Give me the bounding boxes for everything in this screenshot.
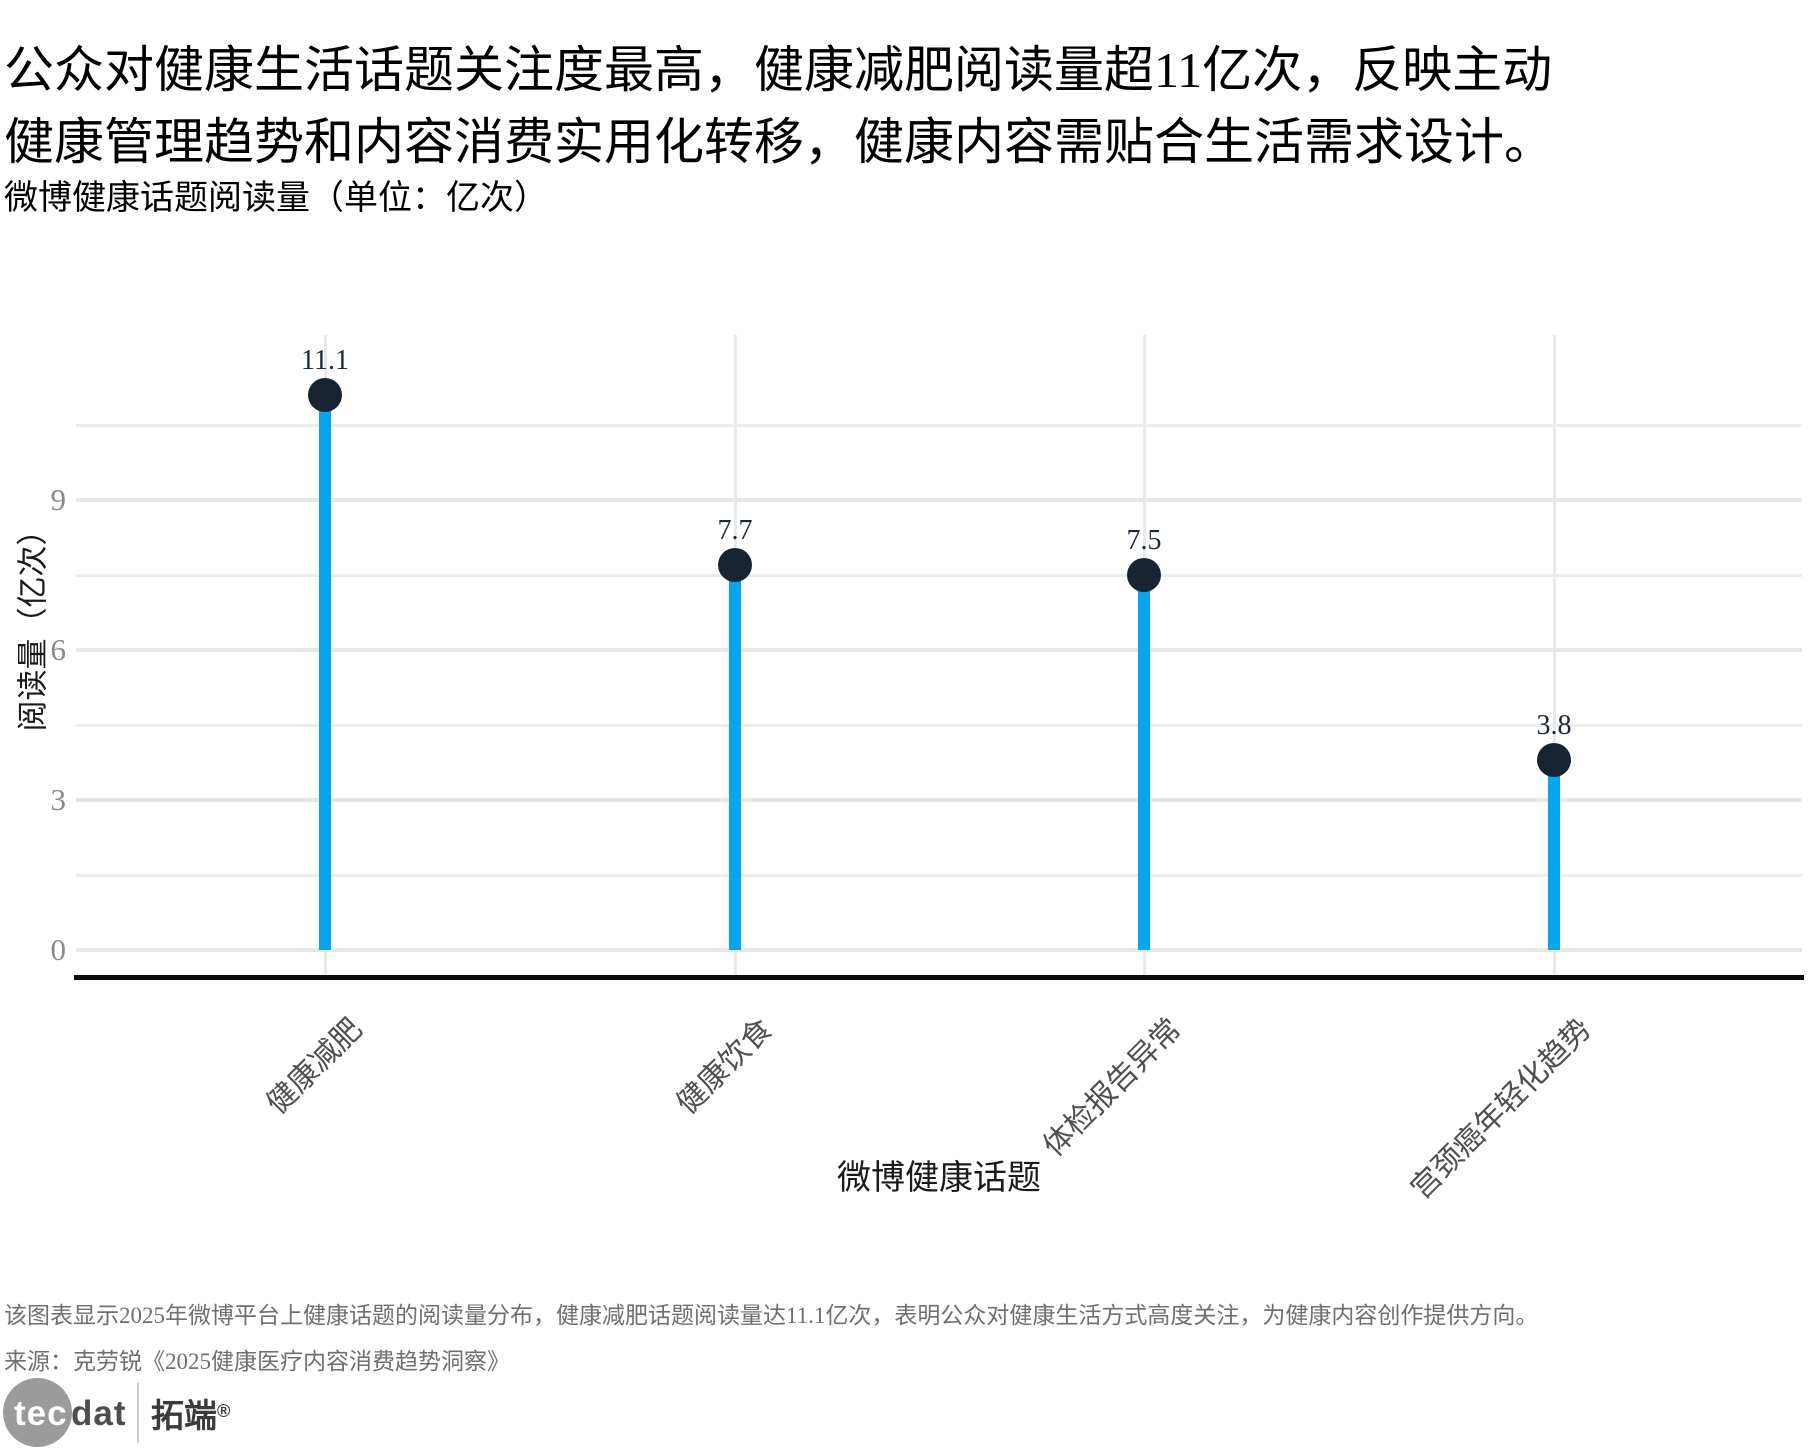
v-gridline: [1553, 335, 1556, 975]
logo-brand-name: 拓端®: [151, 1389, 230, 1437]
x-axis-line: [74, 975, 1804, 980]
data-point-dot: [308, 378, 342, 412]
page-title: 公众对健康生活话题关注度最高，健康减肥阅读量超11亿次，反映主动健康管理趋势和内…: [4, 42, 1554, 170]
value-label: 11.1: [301, 345, 349, 376]
tecdat-logo-mark: tec dat: [3, 1377, 127, 1448]
value-label: 7.5: [1126, 525, 1162, 556]
data-point-dot: [718, 548, 752, 582]
h-gridline-major: [76, 648, 1802, 652]
h-gridline-major: [76, 798, 1802, 802]
h-gridline-minor: [76, 874, 1802, 877]
lollipop-stem: [729, 565, 741, 950]
h-gridline-minor: [76, 724, 1802, 727]
data-point-dot: [1127, 558, 1161, 592]
registered-mark: ®: [217, 1400, 231, 1421]
x-category-label: 健康减肥: [260, 1012, 369, 1121]
lollipop-stem: [1138, 575, 1150, 950]
x-axis-title: 微博健康话题: [837, 1160, 1041, 1197]
h-gridline-minor: [76, 574, 1802, 577]
h-gridline-minor: [76, 424, 1802, 427]
lollipop-stem: [319, 395, 331, 950]
logo-divider: [137, 1382, 139, 1443]
data-point-dot: [1537, 743, 1571, 777]
value-label: 7.7: [717, 515, 753, 546]
y-tick-label: 0: [50, 932, 67, 967]
h-gridline-major: [76, 948, 1802, 952]
y-tick-label: 3: [50, 782, 67, 817]
logo-text-tec: tec: [14, 1394, 68, 1433]
footer-note: 该图表显示2025年微博平台上健康话题的阅读量分布，健康减肥话题阅读量达11.1…: [4, 1303, 1539, 1328]
logo-circle-icon: [3, 1378, 72, 1447]
brand-logo: tec dat 拓端®: [3, 1377, 230, 1448]
x-category-label: 宫颈癌年轻化趋势: [1404, 1012, 1598, 1206]
x-category-label: 健康饮食: [670, 1012, 779, 1121]
logo-text-dat: dat: [71, 1394, 127, 1433]
x-category-label: 体检报告异常: [1037, 1012, 1188, 1163]
y-tick-label: 9: [50, 482, 67, 517]
y-tick-label: 6: [50, 632, 67, 667]
chart-subtitle: 微博健康话题阅读量（单位：亿次）: [4, 180, 548, 217]
value-label: 3.8: [1536, 710, 1572, 741]
footer-source: 来源：克劳锐《2025健康医疗内容消费趋势洞察》: [4, 1349, 510, 1374]
lollipop-stem: [1548, 760, 1560, 950]
y-axis-title: 阅读量（亿次）: [15, 514, 51, 732]
h-gridline-major: [76, 498, 1802, 502]
logo-brand-text: 拓端: [151, 1396, 217, 1434]
